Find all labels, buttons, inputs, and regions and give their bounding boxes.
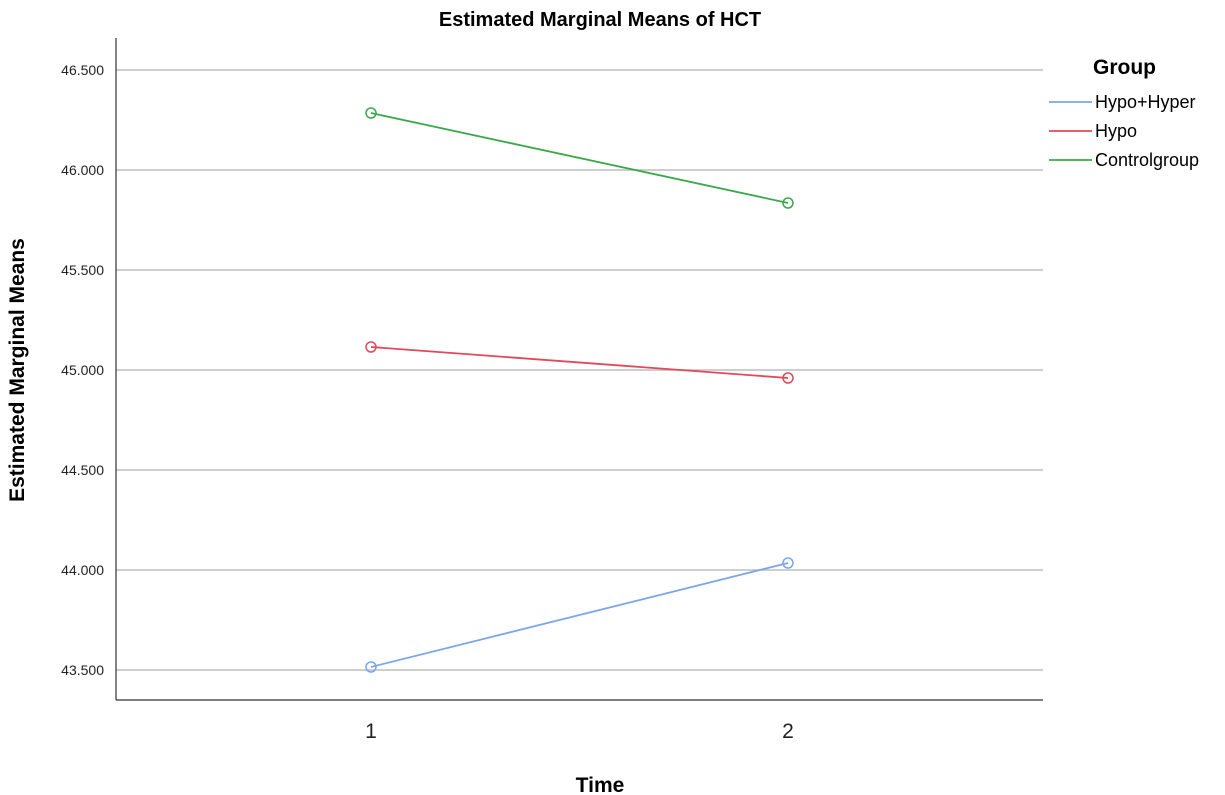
series-line: [370, 112, 789, 204]
y-tick-label: 44.500: [61, 462, 104, 478]
series-line: [370, 562, 789, 668]
grid-lines: [116, 69, 1043, 671]
data-point: [365, 661, 377, 673]
y-axis-title: Estimated Marginal Means: [6, 238, 29, 502]
axes: [115, 38, 1043, 701]
chart-title: Estimated Marginal Means of HCT: [439, 9, 761, 31]
y-tick-label: 46.500: [61, 62, 104, 78]
legend-title: Group: [1093, 56, 1156, 79]
data-point: [782, 197, 794, 209]
data-point: [365, 107, 377, 119]
y-tick-label: 45.500: [61, 262, 104, 278]
x-tick-label: 2: [782, 720, 794, 743]
legend-label: Hypo: [1095, 121, 1137, 141]
series-group: [365, 107, 794, 673]
y-tick-label: 43.500: [61, 662, 104, 678]
series-line: [370, 346, 789, 379]
legend-label: Controlgroup: [1095, 150, 1199, 170]
data-point: [365, 341, 377, 353]
x-tick-label: 1: [365, 720, 377, 743]
y-tick-label: 46.000: [61, 162, 104, 178]
data-point: [782, 372, 794, 384]
data-point: [782, 557, 794, 569]
legend-label: Hypo+Hyper: [1095, 92, 1196, 112]
legend: Group Hypo+Hyper Hypo Controlgroup: [1049, 56, 1199, 170]
y-tick-labels: 43.500 44.000 44.500 45.000 45.500 46.000 46.5…: [61, 62, 104, 678]
x-axis-title: Time: [576, 774, 625, 795]
y-tick-label: 44.000: [61, 562, 104, 578]
y-tick-label: 45.000: [61, 362, 104, 378]
